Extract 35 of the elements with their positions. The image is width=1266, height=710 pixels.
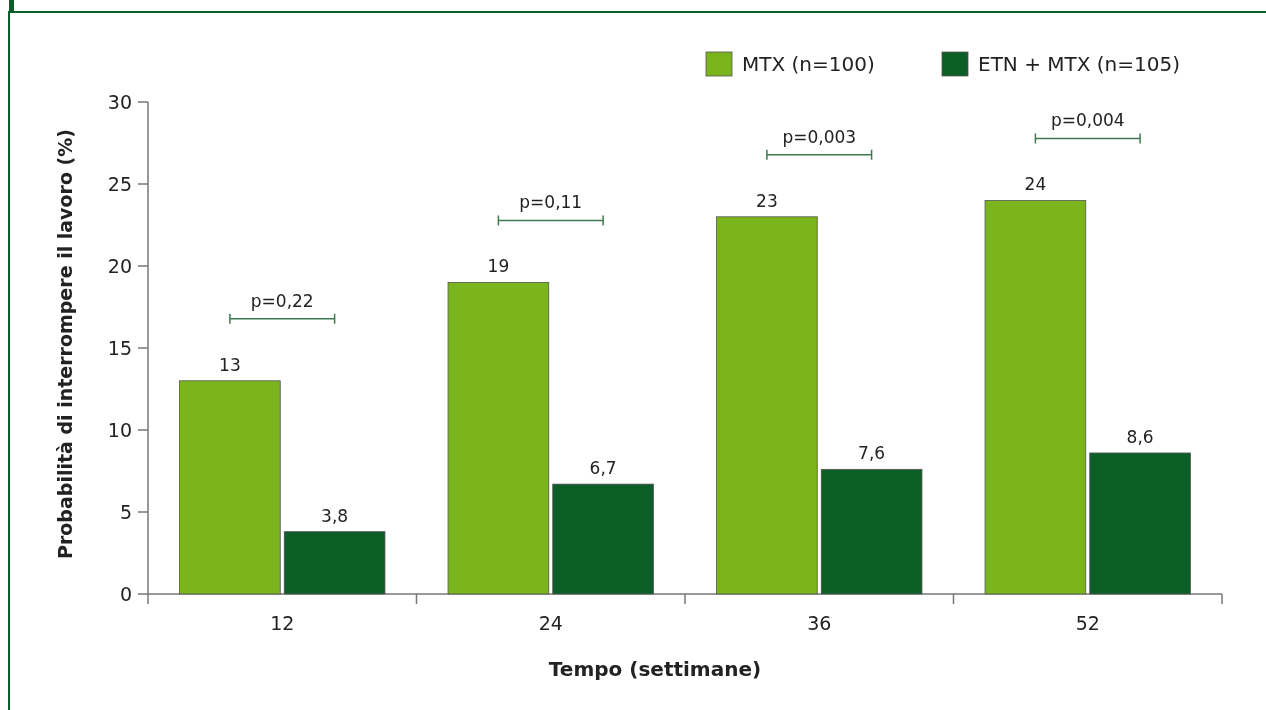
y-tick-label: 25 xyxy=(107,172,132,195)
legend-label: ETN + MTX (n=105) xyxy=(978,52,1181,76)
data-label: 6,7 xyxy=(589,458,617,479)
x-tick-label: 12 xyxy=(270,612,295,634)
annotation: p=0,11 xyxy=(519,192,583,213)
x-tick-label: 36 xyxy=(807,612,832,634)
data-label: 7,6 xyxy=(858,443,886,464)
annotation: p=0,004 xyxy=(1050,110,1125,131)
y-axis-title: Probabilità di interrompere il lavoro (%) xyxy=(54,129,76,559)
data-label: 23 xyxy=(756,190,778,211)
data-label: 3,8 xyxy=(321,505,349,526)
data-label: 13 xyxy=(219,354,241,375)
x-axis-title: Tempo (settimane) xyxy=(548,657,762,681)
bar xyxy=(716,216,818,595)
data-label: 19 xyxy=(487,256,510,277)
bar xyxy=(552,483,654,595)
y-tick-label: 20 xyxy=(107,254,132,277)
y-tick-label: 10 xyxy=(107,418,132,441)
legend-label: MTX (n=100) xyxy=(742,52,875,76)
y-tick-label: 30 xyxy=(107,90,132,113)
y-tick-label: 5 xyxy=(119,500,132,523)
annotation: p=0,003 xyxy=(782,126,857,147)
y-tick-label: 15 xyxy=(107,336,132,359)
data-label: 8,6 xyxy=(1126,426,1154,447)
bar xyxy=(283,531,386,595)
annotation: p=0,22 xyxy=(250,290,314,311)
bar xyxy=(820,468,923,595)
y-tick-label: 0 xyxy=(119,582,132,605)
bar xyxy=(447,282,550,595)
bar xyxy=(179,380,281,595)
bar xyxy=(984,200,1087,595)
x-tick-label: 24 xyxy=(538,612,563,634)
data-label: 24 xyxy=(1024,174,1047,195)
bar xyxy=(1089,452,1191,595)
x-tick-label: 52 xyxy=(1075,612,1100,634)
